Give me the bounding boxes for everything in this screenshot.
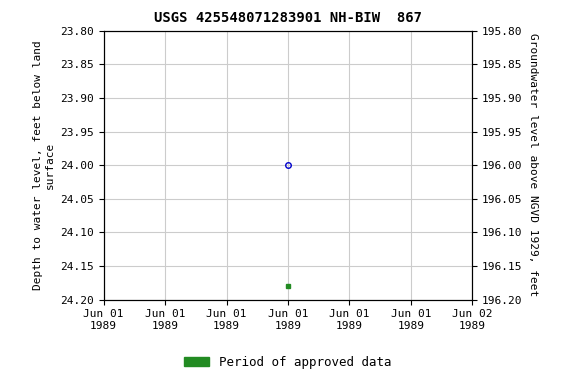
Title: USGS 425548071283901 NH-BIW  867: USGS 425548071283901 NH-BIW 867 xyxy=(154,12,422,25)
Y-axis label: Groundwater level above NGVD 1929, feet: Groundwater level above NGVD 1929, feet xyxy=(528,33,538,297)
Legend: Period of approved data: Period of approved data xyxy=(179,351,397,374)
Y-axis label: Depth to water level, feet below land
surface: Depth to water level, feet below land su… xyxy=(33,40,55,290)
